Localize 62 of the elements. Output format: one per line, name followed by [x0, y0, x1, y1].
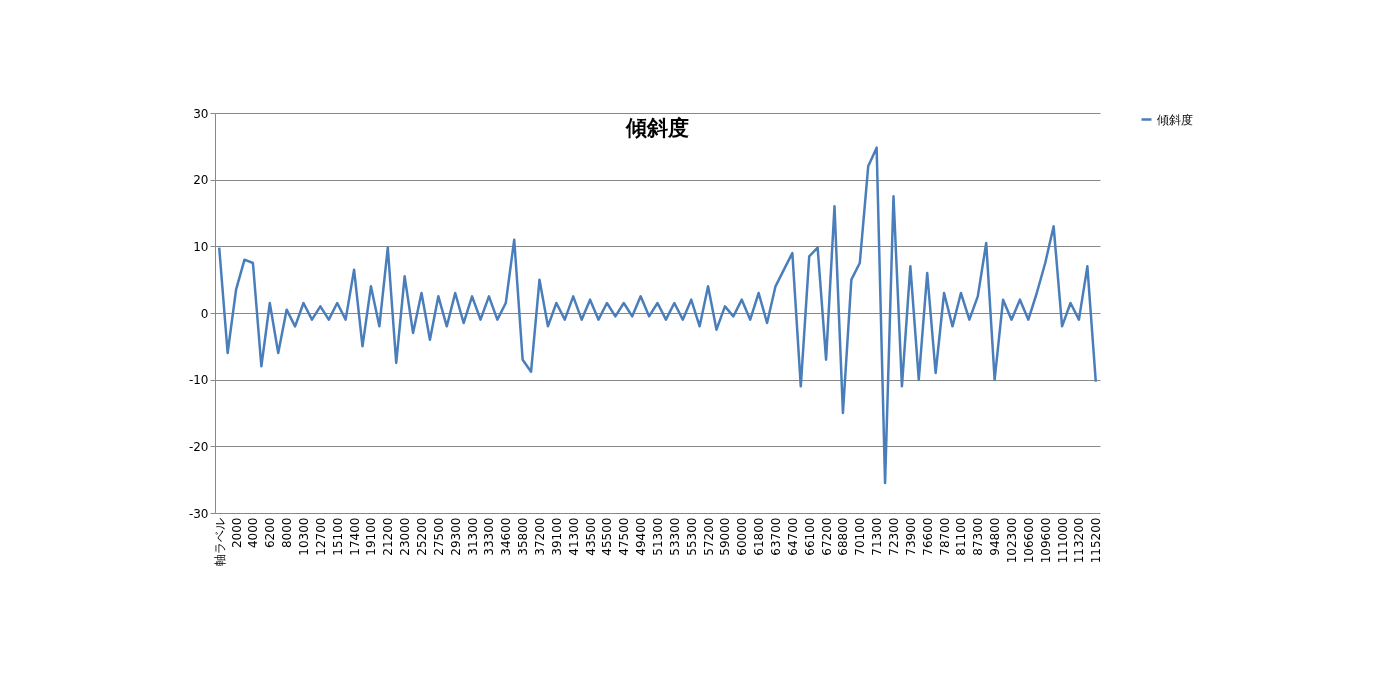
y-tick-label: 30 [193, 106, 209, 121]
x-tick-label: 34600 [499, 517, 514, 556]
x-tick-label: 軸ラベル [212, 517, 227, 566]
x-tick-label: 49400 [634, 517, 649, 556]
x-tick-label: 55300 [684, 517, 699, 556]
y-tick-label: 10 [193, 239, 209, 254]
x-tick-label: 73900 [903, 517, 918, 556]
x-tick-label: 45500 [600, 517, 615, 556]
x-tick-label: 19100 [364, 517, 379, 556]
x-tick-label: 10300 [297, 517, 311, 556]
x-tick-label: 12700 [313, 517, 328, 556]
x-tick-label: 67200 [819, 517, 834, 556]
x-tick-label: 39100 [549, 517, 564, 556]
y-tick-label: -30 [188, 506, 209, 521]
x-tick-label: 31300 [465, 517, 480, 556]
x-tick-label: 43500 [583, 517, 598, 556]
x-tick-label: 59000 [718, 517, 733, 556]
x-tick-label: 25200 [415, 517, 429, 556]
x-tick-label: 47500 [617, 517, 632, 556]
x-tick-label: 106600 [1021, 517, 1036, 564]
y-tick-label: -10 [188, 373, 209, 388]
x-tick-label: 102300 [1005, 517, 1019, 564]
x-tick-label: 4000 [246, 517, 261, 549]
x-tick-label: 94800 [988, 517, 1003, 556]
x-tick-label: 53300 [667, 517, 682, 556]
x-tick-label: 64700 [785, 517, 800, 556]
chart-title: 傾斜度 [625, 116, 689, 140]
x-tick-label: 109600 [1038, 517, 1053, 564]
x-tick-label: 63700 [769, 517, 783, 556]
x-tick-label: 68800 [836, 517, 851, 556]
x-tick-label: 78700 [937, 517, 952, 556]
x-tick-label: 21200 [381, 517, 396, 556]
x-tick-label: 35800 [516, 517, 531, 556]
x-tick-label: 57200 [701, 517, 716, 556]
x-tick-label: 15100 [330, 517, 345, 556]
y-tick-label: 20 [193, 173, 209, 188]
x-tick-label: 29300 [448, 517, 463, 556]
x-tick-label: 115200 [1089, 517, 1104, 564]
x-tick-label: 2000 [229, 517, 244, 549]
x-tick-label: 76600 [920, 517, 935, 556]
x-tick-label: 27500 [431, 517, 446, 556]
x-tick-label: 71300 [870, 517, 885, 556]
x-tick-label: 23000 [398, 517, 413, 556]
x-tick-label: 41300 [566, 517, 581, 556]
x-tick-label: 17400 [347, 517, 362, 556]
x-tick-label: 6200 [263, 517, 278, 549]
x-tick-label: 37200 [533, 517, 547, 556]
x-tick-label: 66100 [802, 517, 817, 556]
x-tick-label: 70100 [853, 517, 868, 556]
x-tick-label: 111000 [1055, 517, 1070, 564]
legend-label: 傾斜度 [1157, 112, 1193, 127]
x-tick-label: 51300 [651, 517, 665, 556]
x-tick-label: 81100 [954, 517, 969, 556]
x-tick-label: 87300 [971, 517, 986, 556]
y-tick-label: -20 [188, 439, 209, 454]
x-tick-label: 33300 [482, 517, 497, 556]
x-tick-label: 61800 [752, 517, 767, 556]
x-tick-label: 8000 [280, 517, 295, 549]
x-tick-label: 72300 [887, 517, 901, 556]
x-tick-label: 60000 [735, 517, 750, 556]
x-tick-label: 113200 [1072, 517, 1087, 564]
y-tick-label: 0 [200, 306, 209, 321]
